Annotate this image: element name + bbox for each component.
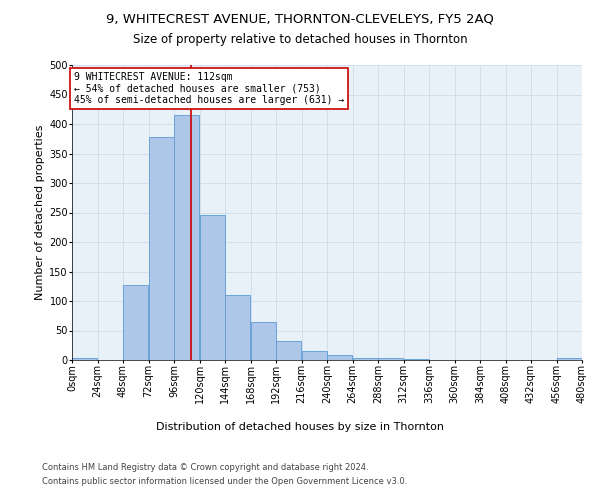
Text: Size of property relative to detached houses in Thornton: Size of property relative to detached ho… [133,32,467,46]
Bar [251,322,276,360]
Text: Contains HM Land Registry data © Crown copyright and database right 2024.: Contains HM Land Registry data © Crown c… [42,462,368,471]
Bar [174,114,199,360]
Bar [149,137,174,360]
Bar [302,350,327,360]
Bar [557,358,582,360]
Bar [353,358,378,360]
Bar [225,294,250,360]
Text: 9 WHITECREST AVENUE: 112sqm
← 54% of detached houses are smaller (753)
45% of se: 9 WHITECREST AVENUE: 112sqm ← 54% of det… [74,72,344,106]
Bar [200,215,225,360]
Bar [327,356,352,360]
Y-axis label: Number of detached properties: Number of detached properties [35,125,45,300]
Text: 9, WHITECREST AVENUE, THORNTON-CLEVELEYS, FY5 2AQ: 9, WHITECREST AVENUE, THORNTON-CLEVELEYS… [106,12,494,26]
Text: Contains public sector information licensed under the Open Government Licence v3: Contains public sector information licen… [42,478,407,486]
Bar [378,358,403,360]
Bar [72,358,97,360]
Bar [276,341,301,360]
Bar [123,285,148,360]
Text: Distribution of detached houses by size in Thornton: Distribution of detached houses by size … [156,422,444,432]
